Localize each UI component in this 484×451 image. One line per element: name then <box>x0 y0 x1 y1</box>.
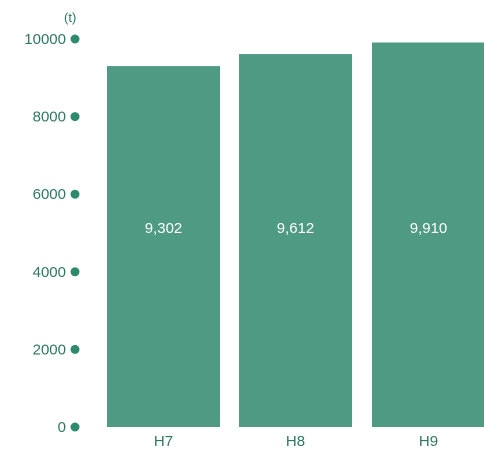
y-tick-label: 10000 <box>24 31 66 48</box>
y-tick-label: 6000 <box>33 186 66 203</box>
x-axis-labels: H7 H8 H9 <box>154 433 438 450</box>
bars <box>107 42 484 427</box>
y-tick-dot <box>70 344 80 354</box>
y-tick-dot <box>70 34 80 44</box>
x-category-label: H7 <box>154 433 173 450</box>
y-tick-dot <box>70 422 80 432</box>
data-labels: 9,302 9,612 9,910 <box>145 220 448 237</box>
y-tick-dot <box>70 112 80 122</box>
y-tick-label: 8000 <box>33 109 66 126</box>
y-axis-unit-label: (t) <box>64 10 76 25</box>
y-tick-dot <box>70 267 80 277</box>
y-tick-label: 4000 <box>33 264 66 281</box>
bar <box>107 66 220 427</box>
bar <box>239 54 352 427</box>
bar-value-label: 9,302 <box>145 220 183 237</box>
y-tick-dot <box>70 189 80 199</box>
x-category-label: H9 <box>419 433 438 450</box>
y-tick-label: 2000 <box>33 341 66 358</box>
x-category-label: H8 <box>286 433 305 450</box>
bar-value-label: 9,910 <box>410 220 448 237</box>
y-tick-label: 0 <box>58 419 66 436</box>
y-axis-ticks: 0 2000 4000 6000 8000 10000 <box>24 31 80 436</box>
bar <box>372 42 484 427</box>
bar-value-label: 9,612 <box>277 220 315 237</box>
